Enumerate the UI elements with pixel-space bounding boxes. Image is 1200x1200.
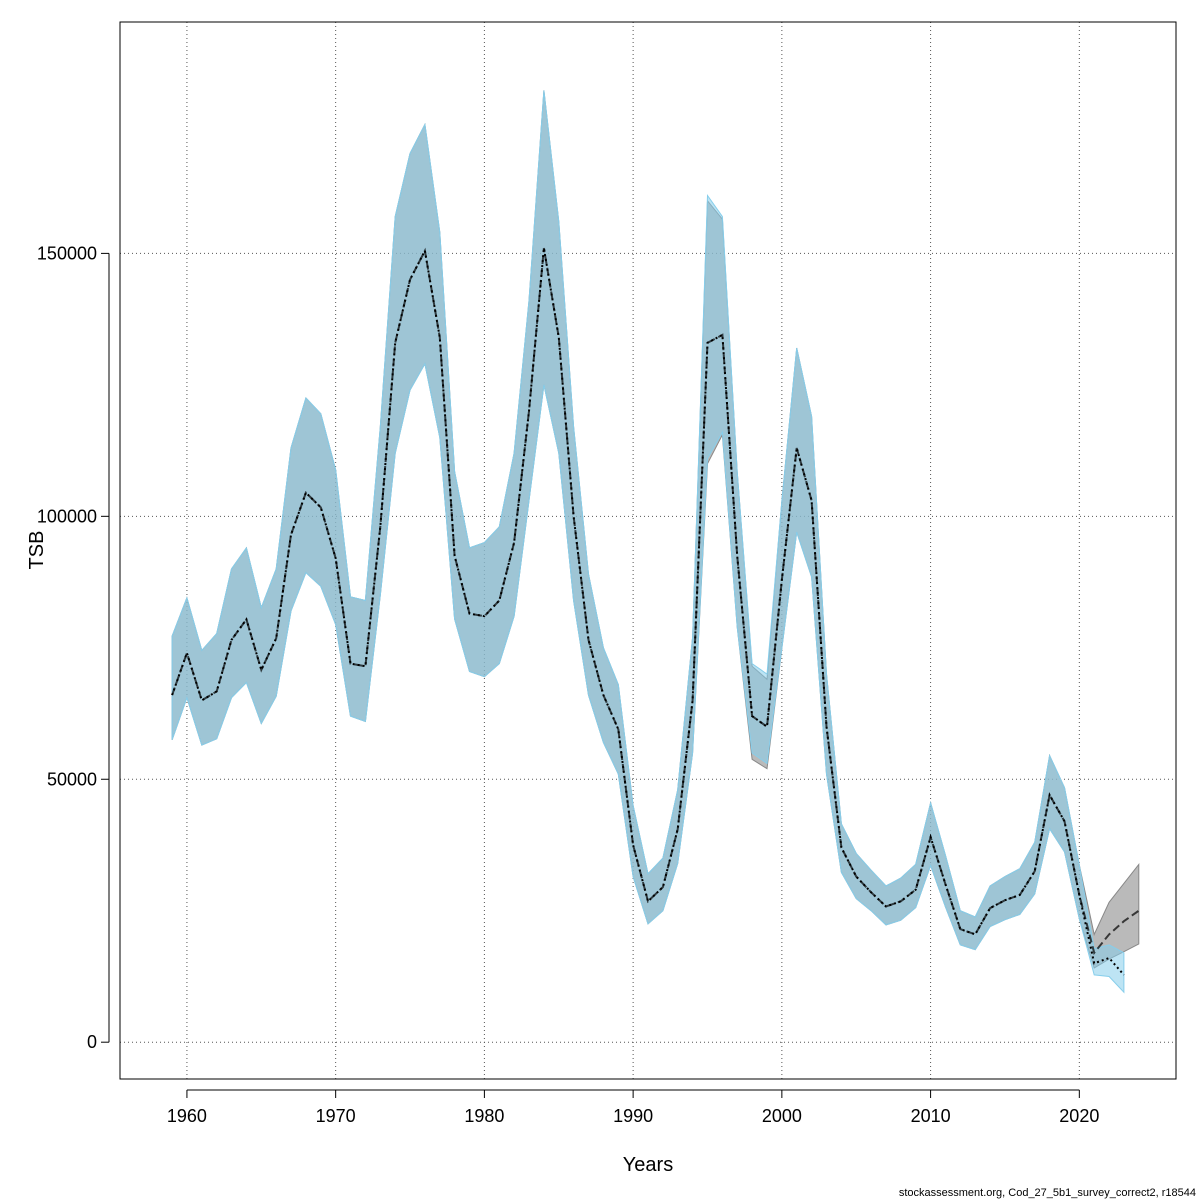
x-axis: 1960 1970 1980 1990 2000 2010 2020 — [167, 1089, 1099, 1126]
x-axis-title: Years — [623, 1154, 673, 1176]
y-axis-title: TSB — [26, 531, 48, 570]
x-tick-label: 1980 — [464, 1106, 504, 1126]
reference-estimate-line — [171, 247, 1140, 955]
x-tick-label: 1970 — [316, 1106, 356, 1126]
x-tick-label: 2000 — [762, 1106, 802, 1126]
x-tick-label: 2010 — [911, 1106, 951, 1126]
y-axis: 0 50000 100000 150000 — [37, 243, 110, 1052]
x-tick-label: 2020 — [1059, 1106, 1099, 1126]
plot-frame — [119, 21, 1177, 1080]
model-confidence-band — [171, 90, 1125, 994]
y-tick-label: 50000 — [47, 769, 97, 789]
x-tick-label: 1990 — [613, 1106, 653, 1126]
x-tick-label: 1960 — [167, 1106, 207, 1126]
y-tick-label: 150000 — [37, 243, 97, 263]
footer-credit: stockassessment.org, Cod_27_5b1_survey_c… — [899, 1187, 1196, 1199]
y-tick-label: 0 — [87, 1032, 97, 1052]
y-tick-label: 100000 — [37, 506, 97, 526]
estimate-lines — [171, 247, 1140, 976]
confidence-bands — [171, 90, 1140, 994]
